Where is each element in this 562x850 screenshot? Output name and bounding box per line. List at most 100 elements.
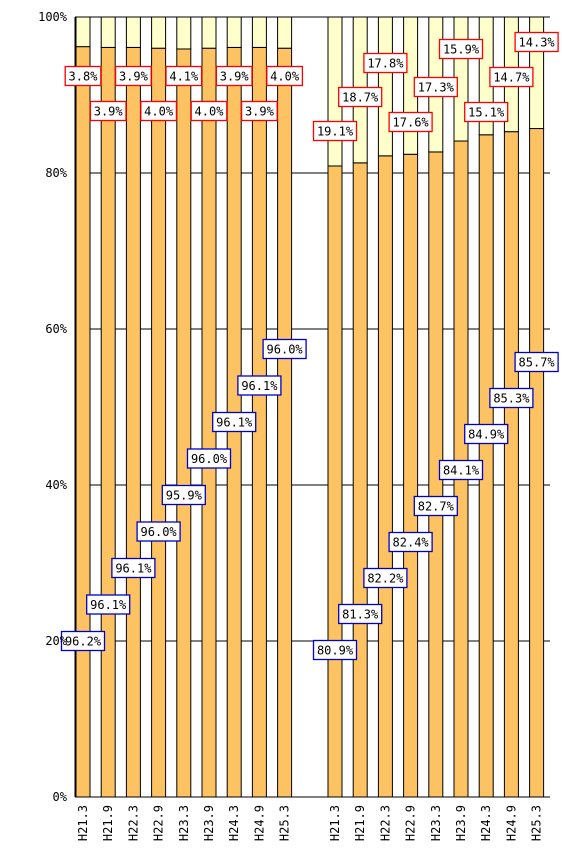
y-tick-label: 40% [45,478,67,492]
data-label-lower-text: 85.3% [493,392,530,406]
bar-segment-lower [125,46,141,798]
data-label-upper-text: 4.0% [270,70,300,84]
data-label-lower-text: 84.1% [443,464,480,478]
data-label-upper: 15.9% [438,38,484,60]
x-tick-label: H23.9 [454,805,468,841]
data-label-upper-text: 14.7% [493,71,530,85]
data-label-upper-box [363,52,408,74]
data-label-lower: 95.9% [161,484,206,506]
x-tick-label: H22.9 [404,805,418,841]
data-label-lower-box [212,411,257,433]
bar-segment-lower [352,162,368,798]
data-label-upper-box [413,76,458,98]
data-label-lower-text: 96.1% [90,598,127,612]
data-label-upper: 3.9% [215,65,253,87]
data-label-lower: 80.9% [312,639,358,661]
data-label-upper-box [114,65,152,87]
x-tick-label: H22.9 [152,805,166,841]
data-label-lower: 96.1% [111,557,156,579]
data-label-upper-text: 19.1% [317,125,354,139]
data-label-upper-box [190,100,228,122]
data-label-lower: 96.0% [186,448,232,469]
data-label-lower-text: 85.7% [519,356,556,370]
data-label-upper-box [514,31,559,53]
data-label-upper-text: 14.3% [519,36,556,50]
data-label-upper-box [240,100,278,122]
bar-segment-upper [125,16,141,48]
data-label-lower-text: 82.4% [393,536,430,550]
data-label-lower-text: 96.0% [141,525,178,539]
data-label-upper-box [464,101,509,123]
bar-segment-lower [529,128,545,798]
data-label-upper: 3.9% [114,65,152,87]
data-label-upper-text: 18.7% [342,91,379,105]
bar-segment-lower [327,165,343,798]
tick-labels: 0% 20% 40% 60% 80% 100% H21.3 H21.9 H22.3 H22.9 H2… [38,10,544,841]
data-label-lower-box [514,351,559,373]
data-label-upper: 3.9% [89,100,127,122]
data-label-upper-text: 4.1% [169,70,199,84]
data-label-upper-text: 3.9% [245,105,275,119]
bar-segment-upper [226,16,242,48]
data-label-lower: 81.3% [338,603,383,625]
data-label-upper-box [140,100,178,122]
data-label-upper: 17.3% [413,76,458,98]
data-label-upper-box [338,86,383,108]
data-label-upper: 4.1% [165,65,203,87]
data-label-upper-text: 3.9% [220,70,250,84]
data-label-upper: 3.8% [64,65,102,87]
data-label-lower-box [489,387,534,409]
data-label-lower-text: 96.0% [191,452,228,466]
x-tick-label: H24.9 [252,805,266,841]
data-label-upper-box [312,120,358,142]
x-tick-label: H24.3 [227,805,241,841]
data-label-upper-text: 3.9% [94,105,124,119]
y-tick-label: 20% [45,634,67,648]
bar-segment-upper [201,16,217,49]
data-label-lower-box [237,375,282,396]
data-label-lower-box [60,630,106,652]
bar-segment-lower [75,46,91,798]
x-tick-label: H25.3 [278,805,292,841]
data-label-lower-text: 96.1% [216,416,253,430]
data-label-lower-box [86,594,131,615]
data-label-lower-text: 81.3% [342,608,379,622]
data-label-upper-text: 15.9% [443,43,480,57]
bar-segment-upper [100,16,116,48]
data-label-lower: 96.0% [136,521,181,542]
data-label-lower-text: 96.0% [267,343,304,357]
data-label-upper: 3.9% [240,100,278,122]
bar-segment-lower [176,48,192,798]
data-label-lower-box [136,521,181,542]
data-label-lower: 84.1% [438,459,484,481]
x-tick-label: H21.3 [328,805,342,841]
data-label-lower: 85.7% [514,351,559,373]
data-label-lower: 84.9% [464,423,509,445]
data-label-lower-box [338,603,383,625]
data-label-lower-text: 96.1% [115,562,152,576]
x-tick-label: H23.3 [429,805,443,841]
data-label-lower-text: 82.2% [367,572,404,586]
data-label-lower-text: 96.2% [65,635,102,649]
data-label-upper-text: 15.1% [468,106,505,120]
data-label-upper-text: 3.8% [69,70,99,84]
data-label-lower-box [464,423,509,445]
data-label-upper-box [89,100,127,122]
data-label-upper-box [388,111,433,133]
data-label-lower: 82.7% [413,495,458,517]
x-tick-label: H24.9 [504,805,518,841]
data-label-lower-text: 95.9% [166,489,203,503]
bar-segment-lower [100,46,116,798]
data-label-upper-box [64,65,102,87]
bar-segment-lower [403,153,419,798]
data-label-lower: 96.1% [237,375,282,396]
bar-segment-upper [75,16,91,48]
data-label-lower: 85.3% [489,387,534,409]
data-label-lower-text: 84.9% [468,428,505,442]
data-label-upper-box [266,65,304,87]
bar-segment-lower [377,155,393,798]
data-label-upper: 14.7% [489,66,534,88]
data-label-upper: 4.0% [266,65,304,87]
data-label-upper-text: 17.8% [367,57,404,71]
